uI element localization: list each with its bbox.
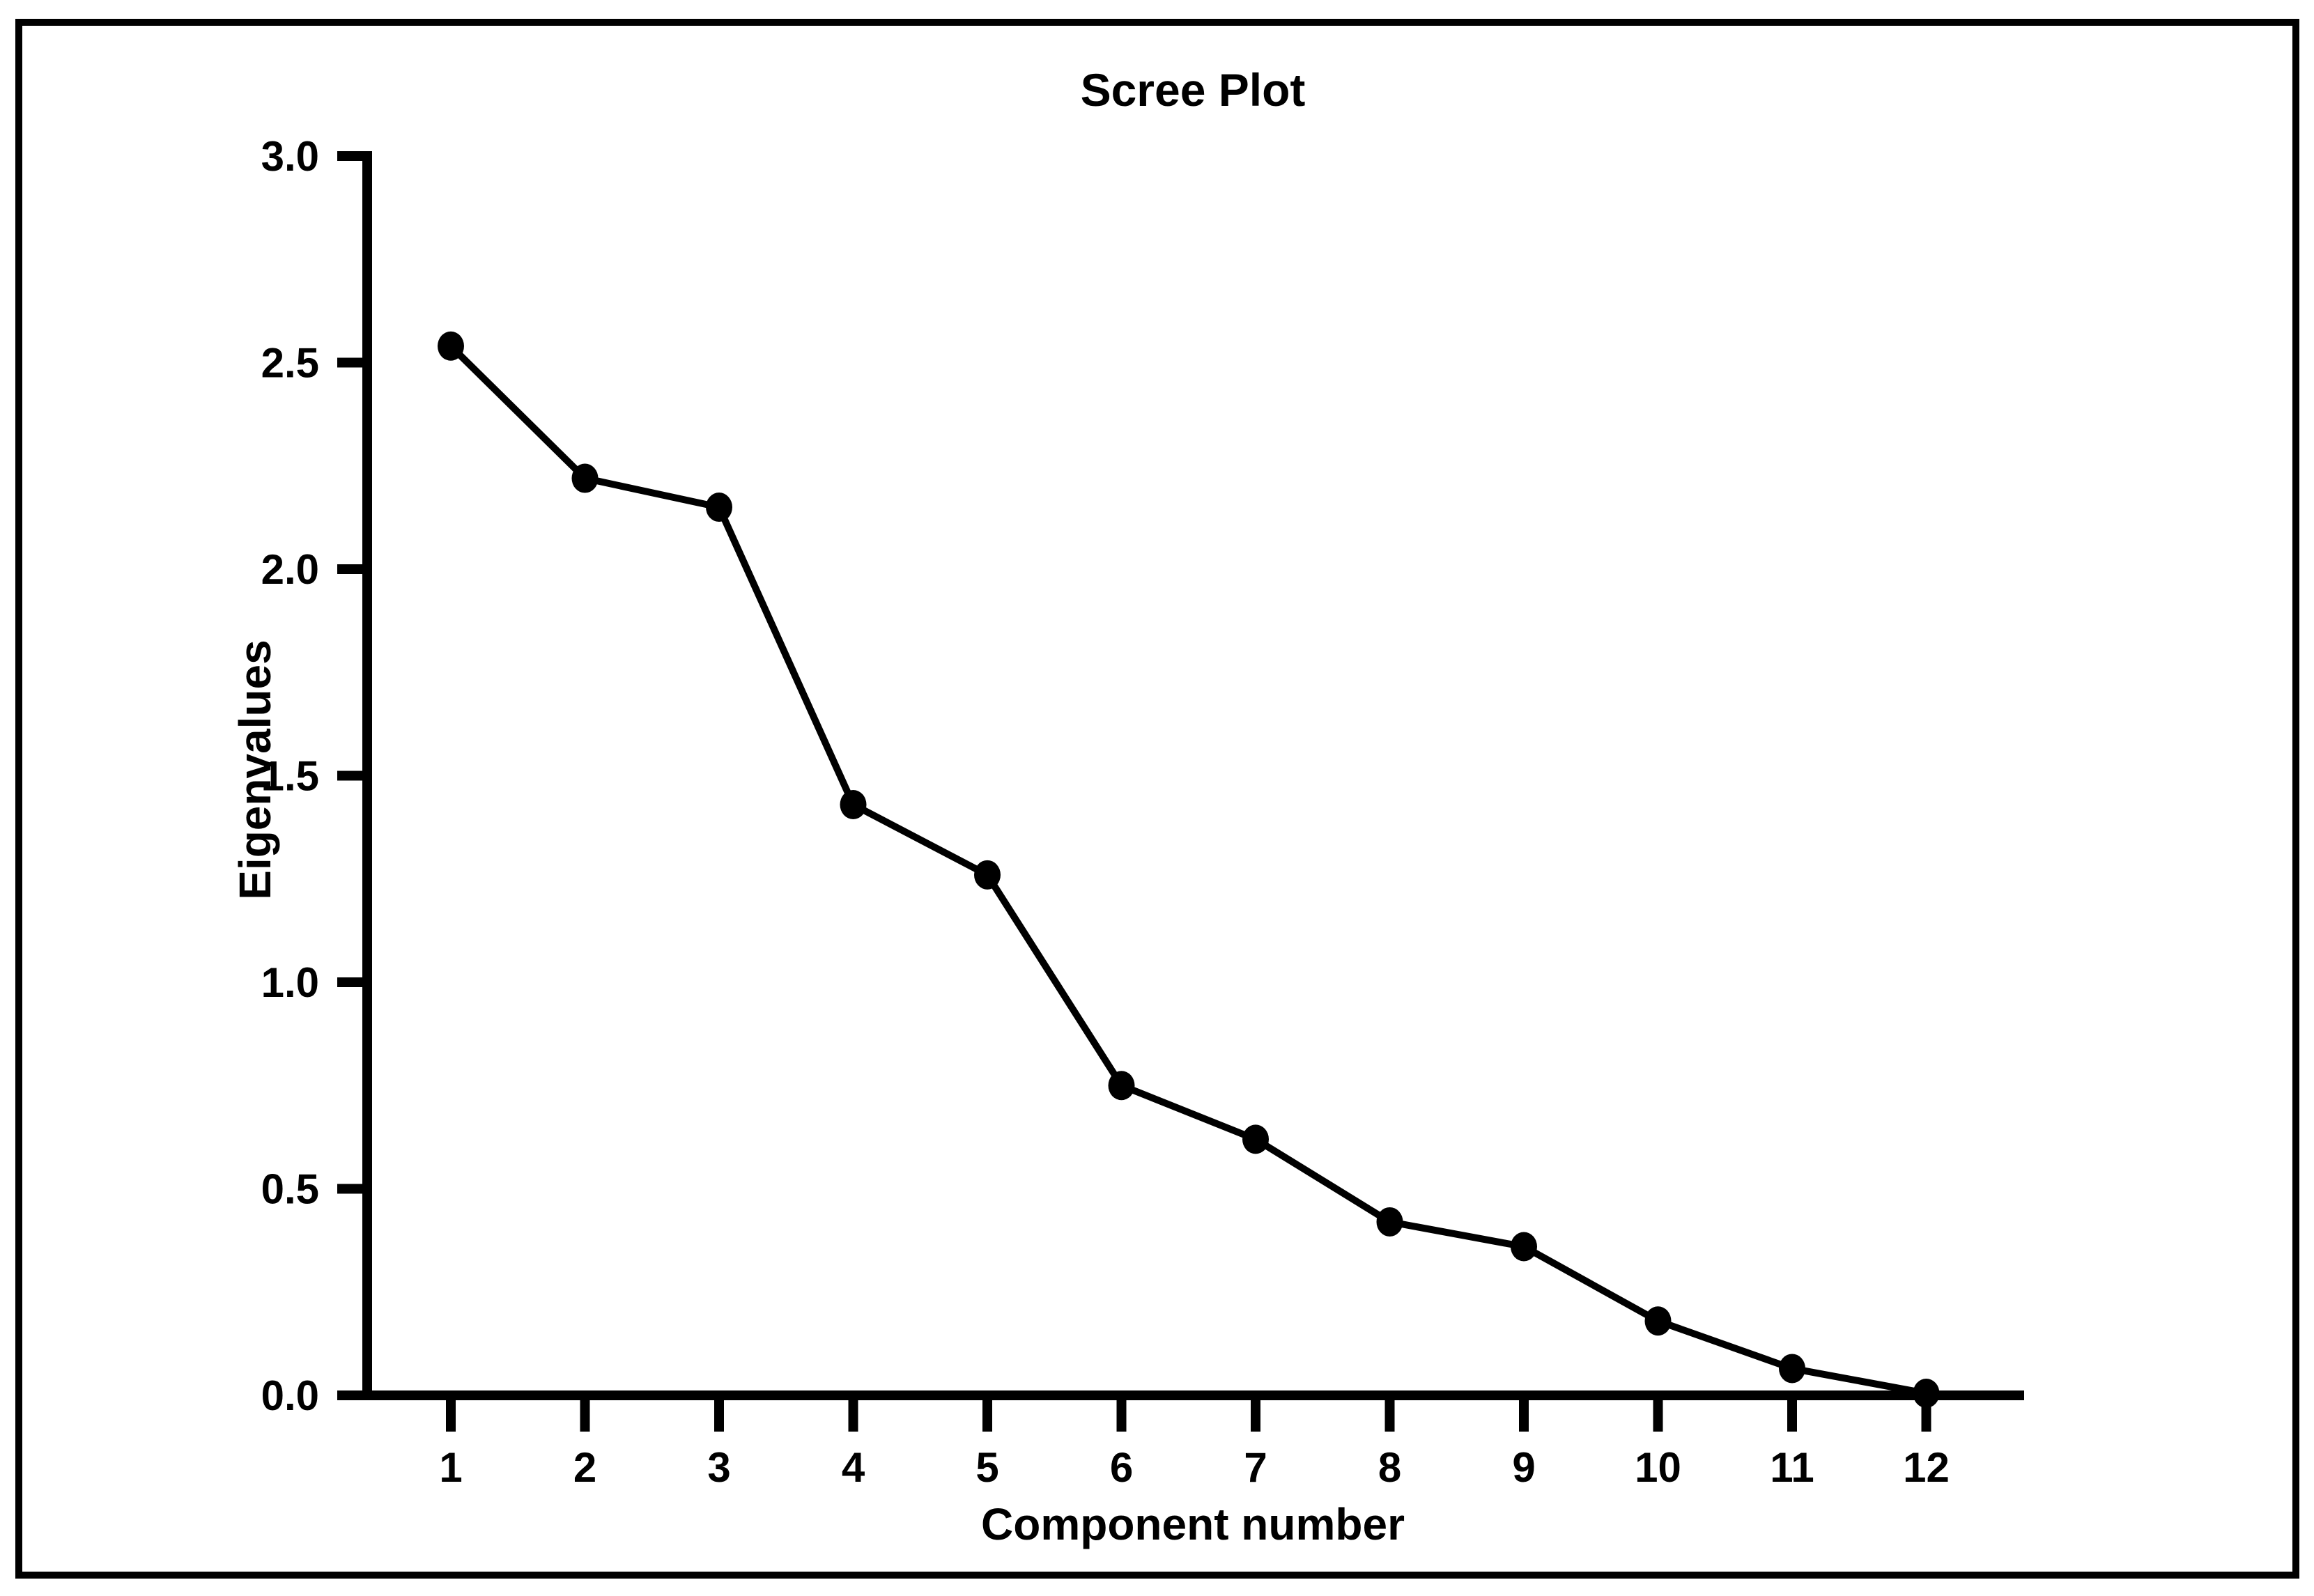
data-point	[1511, 1232, 1537, 1262]
y-tick-label: 0.5	[261, 1166, 319, 1213]
y-tick-label: 3.0	[261, 133, 319, 180]
y-tick-label: 2.0	[261, 546, 319, 593]
chart-title: Scree Plot	[1081, 64, 1306, 116]
x-tick-label: 5	[975, 1444, 998, 1491]
data-point	[1108, 1071, 1135, 1101]
y-tick-label: 1.0	[261, 959, 319, 1006]
x-tick-label: 12	[1903, 1444, 1950, 1491]
data-series-layer	[438, 331, 1940, 1409]
x-tick-label: 8	[1378, 1444, 1401, 1491]
data-point	[840, 790, 867, 820]
ticks-layer	[337, 151, 1931, 1432]
x-axis-label: Component number	[981, 1499, 1405, 1549]
data-point	[571, 463, 599, 493]
x-tick-label: 9	[1512, 1444, 1535, 1491]
x-tick-label: 1	[439, 1444, 462, 1491]
y-tick-label: 1.5	[261, 753, 319, 800]
x-tick-label: 2	[573, 1444, 596, 1491]
data-point	[1779, 1354, 1805, 1384]
x-tick-label: 11	[1770, 1444, 1814, 1491]
eigenvalue-line	[448, 343, 1927, 1397]
data-point	[1913, 1379, 1940, 1409]
data-point	[1376, 1207, 1403, 1237]
x-tick-label: 10	[1635, 1444, 1681, 1491]
y-axis-label: Eigenvalues	[230, 640, 280, 900]
x-tick-label: 6	[1110, 1444, 1133, 1491]
y-tick-label: 2.5	[261, 340, 319, 387]
x-tick-label: 3	[707, 1444, 730, 1491]
data-point	[1242, 1124, 1269, 1154]
data-point	[438, 331, 464, 361]
x-tick-label: 7	[1244, 1444, 1267, 1491]
data-point	[706, 493, 732, 522]
tick-labels-layer: 0.00.51.01.52.02.53.01 2 3 4 5 6 7 8 9 10 11 12	[261, 133, 1950, 1491]
data-point	[974, 860, 1001, 890]
data-point	[1644, 1306, 1672, 1336]
y-tick-label: 0.0	[261, 1372, 319, 1419]
axes-layer	[362, 151, 2024, 1400]
x-tick-label: 4	[842, 1444, 865, 1491]
